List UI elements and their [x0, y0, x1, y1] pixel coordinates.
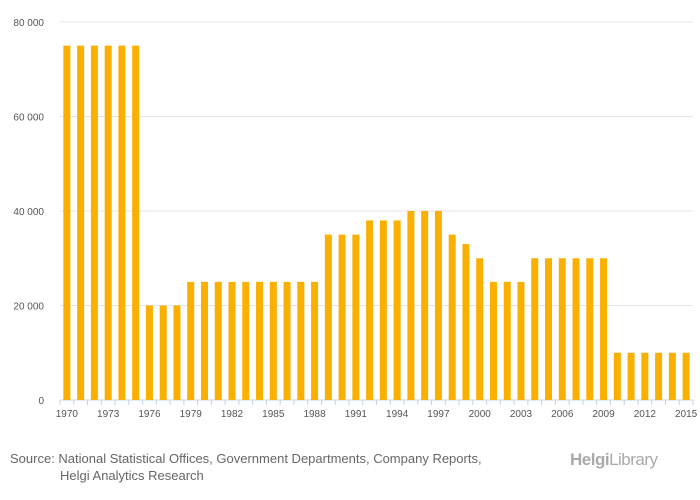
bar-2007 [572, 258, 580, 400]
x-tick-label: 2009 [592, 409, 615, 420]
bar-1980 [200, 281, 208, 400]
bar-2003 [517, 281, 525, 400]
bar-1978 [173, 305, 181, 400]
bar-1992 [366, 220, 374, 400]
y-tick-label: 80 000 [13, 18, 44, 29]
y-tick-label: 40 000 [13, 207, 44, 218]
bar-1972 [90, 45, 98, 400]
bar-1996 [421, 211, 429, 400]
bar-1981 [214, 281, 222, 400]
x-tick-label: 1979 [180, 409, 203, 420]
bar-1990 [338, 234, 346, 400]
bar-2005 [545, 258, 553, 400]
x-tick-label: 1976 [138, 409, 161, 420]
x-tick-label: 2012 [634, 409, 657, 420]
bar-1973 [104, 45, 112, 400]
y-tick-label: 20 000 [13, 302, 44, 313]
x-tick-label: 1982 [221, 409, 244, 420]
bar-1987 [297, 281, 305, 400]
source-line-2: Helgi Analytics Research [60, 468, 204, 483]
bar-2011 [627, 352, 635, 400]
x-tick-label: 1997 [427, 409, 450, 420]
x-tick-label: 1985 [262, 409, 285, 420]
bar-2012 [641, 352, 649, 400]
y-tick-label: 60 000 [13, 113, 44, 124]
bar-1986 [283, 281, 291, 400]
bar-1984 [256, 281, 264, 400]
bar-1975 [132, 45, 140, 400]
x-tick-label: 1988 [303, 409, 326, 420]
bar-2000 [476, 258, 484, 400]
bar-1974 [118, 45, 126, 400]
bar-2010 [613, 352, 621, 400]
bar-1979 [187, 281, 195, 400]
x-tick-label: 1973 [97, 409, 120, 420]
bar-2014 [668, 352, 676, 400]
bar-1997 [434, 211, 442, 400]
bar-1982 [228, 281, 236, 400]
x-tick-label: 1970 [56, 409, 79, 420]
bar-1989 [324, 234, 332, 400]
bar-chart: 0 20 000 40 000 60 000 80 000 1970 1973 1976 197… [13, 18, 698, 420]
x-tick-label: 1994 [386, 409, 409, 420]
bar-1985 [269, 281, 277, 400]
bar-2009 [600, 258, 608, 400]
x-tick-label: 2015 [675, 409, 698, 420]
bar-1988 [311, 281, 319, 400]
bar-1991 [352, 234, 360, 400]
bar-2008 [586, 258, 594, 400]
source-line-1: Source: National Statistical Offices, Go… [10, 451, 482, 466]
bar-1977 [159, 305, 167, 400]
x-tick-label: 2006 [551, 409, 574, 420]
bar-1983 [242, 281, 250, 400]
bar-2001 [489, 281, 497, 400]
logo-text-helgi: Helgi [570, 450, 610, 469]
logo-text-library: Library [609, 450, 658, 469]
bar-1995 [407, 211, 415, 400]
x-tick-label: 1991 [345, 409, 368, 420]
helgi-library-logo: HelgiLibrary [570, 450, 658, 470]
bar-2013 [655, 352, 663, 400]
bar-1998 [448, 234, 456, 400]
bar-1994 [393, 220, 401, 400]
bar-2002 [503, 281, 511, 400]
bar-1971 [77, 45, 85, 400]
x-tick-label: 2000 [469, 409, 492, 420]
bar-2015 [682, 352, 690, 400]
bar-1970 [63, 45, 71, 400]
bar-1993 [379, 220, 387, 400]
bar-2004 [531, 258, 539, 400]
bar-1999 [462, 244, 470, 400]
source-note: Source: National Statistical Offices, Go… [10, 450, 482, 484]
y-tick-label: 0 [38, 396, 44, 407]
bar-2006 [558, 258, 566, 400]
x-tick-label: 2003 [510, 409, 533, 420]
bar-1976 [145, 305, 153, 400]
